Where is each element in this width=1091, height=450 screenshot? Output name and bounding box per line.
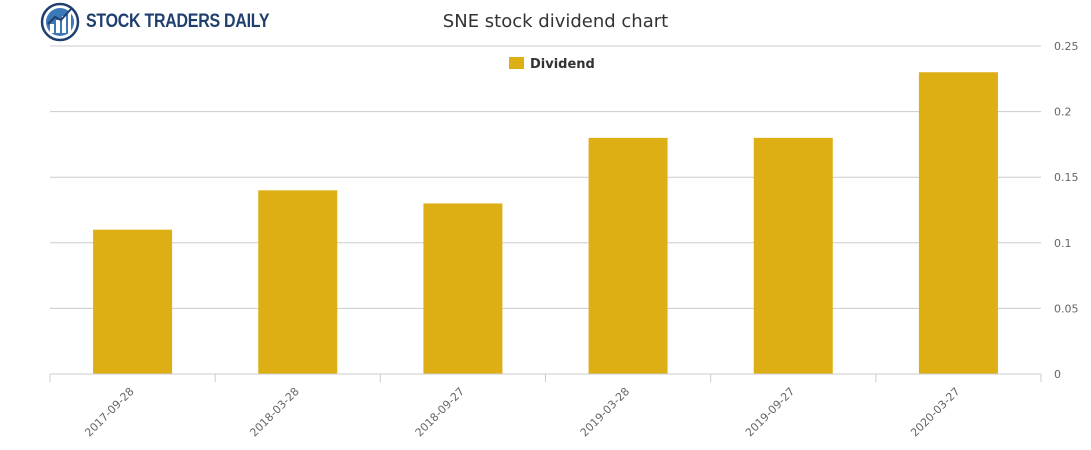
legend-label: Dividend <box>530 57 595 72</box>
y-tick-label: 0.25 <box>1054 40 1079 53</box>
gridlines <box>50 45 1041 375</box>
bar-2017-09-28[interactable] <box>93 229 173 374</box>
y-tick-label: 0 <box>1054 368 1061 381</box>
x-axis: 2017-09-28 2018-03-28 2018-09-27 2019-03-28… <box>49 373 1042 439</box>
y-tick-label: 0.1 <box>1054 237 1072 250</box>
bar-2019-03-28[interactable] <box>588 137 668 374</box>
bar-2018-09-27[interactable] <box>423 203 503 374</box>
x-tick-label: 2017-09-28 <box>82 385 136 439</box>
bar-2020-03-27[interactable] <box>918 72 998 375</box>
bars <box>93 72 998 375</box>
y-tick-label: 0.05 <box>1054 302 1079 315</box>
legend-swatch <box>509 57 524 69</box>
legend[interactable]: Dividend <box>509 57 595 72</box>
x-tick-label: 2018-03-28 <box>247 385 301 439</box>
logo[interactable]: STOCK TRADERS DAILY <box>40 2 304 42</box>
bar-2018-03-28[interactable] <box>258 190 338 374</box>
x-tick-label: 2019-09-27 <box>743 385 797 439</box>
x-tick-label: 2018-09-27 <box>413 385 467 439</box>
y-axis: 0 0.05 0.1 0.15 0.2 0.25 <box>1054 40 1079 381</box>
x-tick-label: 2019-03-28 <box>578 385 632 439</box>
chart-title: SNE stock dividend chart <box>442 11 669 32</box>
bar-chart-globe-icon <box>40 2 80 42</box>
y-tick-label: 0.15 <box>1054 171 1079 184</box>
logo-text: STOCK TRADERS DAILY <box>86 11 270 32</box>
y-tick-label: 0.2 <box>1054 106 1072 119</box>
bar-2019-09-27[interactable] <box>753 137 833 374</box>
x-tick-label: 2020-03-27 <box>908 385 962 439</box>
